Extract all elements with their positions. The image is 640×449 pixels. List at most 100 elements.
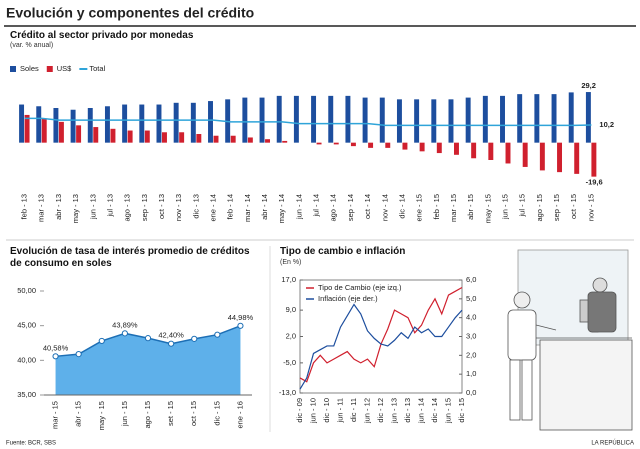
bar [534,94,540,143]
point [52,353,59,360]
legend-label: Total [89,64,105,73]
x-tick-label: oct - 14 [363,194,372,219]
x-tick-label: ene - 15 [415,194,424,222]
bar [505,142,511,164]
x-tick-label: set - 15 [166,401,175,426]
x-tick-label: dic - 13 [403,398,412,423]
y2-tick-label: 5,0 [466,294,476,303]
bar [402,142,408,150]
x-tick-label: may - 13 [71,194,80,223]
bar [190,102,196,143]
legend-label: Inflación (eje der.) [318,294,378,303]
bar [316,142,322,145]
legend-label: US$ [57,64,72,73]
bar [557,142,563,173]
bar [385,142,391,148]
bar [311,95,317,143]
bar [436,142,442,154]
bar [58,121,64,143]
x-tick-label: dic - 11 [349,398,358,422]
bar [87,108,93,143]
x-tick-label: jun - 13 [88,194,97,220]
bar [276,95,282,143]
y-tick-label: 50,00 [17,286,36,295]
x-tick-label: mar - 13 [37,194,46,222]
y-tick-label: 35,00 [17,390,36,399]
x-tick-label: dic - 15 [457,398,466,423]
data-label: -19,6 [586,178,603,187]
legend-label: Soles [20,64,39,73]
data-label: 10,2 [599,120,614,129]
bar [213,135,219,143]
bar [350,142,356,147]
x-tick-label: dic - 14 [397,194,406,219]
x-tick-label: ago - 15 [143,401,152,429]
bar [454,142,459,155]
x-tick-label: jul - 15 [518,194,527,218]
x-tick-label: dic - 13 [191,194,200,219]
bar [19,104,25,143]
x-tick-label: jun - 10 [308,398,317,424]
bar [539,142,545,171]
y2-tick-label: 1,0 [466,369,476,378]
bar [179,132,185,143]
x-tick-label: ene - 14 [209,194,218,222]
x-tick-label: jun - 15 [501,194,510,220]
x-tick-label: nov - 14 [380,194,389,221]
x-tick-label: abr - 15 [466,194,475,220]
data-label: 43,89% [112,320,138,329]
chart-subtitle: (var. % anual) [10,42,54,49]
bar [36,106,42,143]
point [98,337,105,345]
x-tick-label: jun - 14 [294,194,303,220]
y2-tick-label: 6,0 [466,275,476,284]
x-tick-label: jun - 15 [443,398,452,424]
bar [465,97,471,143]
bar [265,139,271,143]
x-tick-label: nov - 13 [174,194,183,221]
line [24,117,592,127]
x-tick-label: may - 14 [277,194,286,223]
bar [173,102,179,143]
bar [259,97,265,143]
legend-swatch [46,66,53,72]
x-tick-label: dic - 15 [212,401,221,426]
bar [379,97,385,143]
chart-subtitle: (En %) [280,259,302,266]
point [121,330,128,337]
data-label: 29,2 [581,81,596,90]
point [168,340,175,347]
bar [333,142,339,145]
bar [162,132,167,143]
y2-tick-label: 4,0 [466,313,476,322]
x-tick-label: mar - 15 [51,401,60,429]
x-tick-label: ene - 16 [235,401,244,429]
bar [110,128,116,143]
x-tick-label: jun - 11 [335,398,344,423]
x-tick-label: may - 15 [483,194,492,223]
y2-tick-label: 3,0 [466,331,476,340]
bar [419,142,425,152]
y-tick-label: 2,0 [286,331,296,340]
x-tick-label: feb - 15 [432,194,441,219]
bar [76,125,82,143]
x-tick-label: ago - 13 [123,194,132,222]
bar [522,142,528,167]
bar [196,134,202,143]
x-tick-label: oct - 15 [569,194,578,219]
bar [93,127,99,143]
bar [230,135,236,143]
x-tick-label: ago - 15 [535,194,544,222]
x-tick-label: dic - 12 [376,398,385,423]
data-label: 44,98% [228,313,254,322]
bar [139,104,145,143]
y-tick-label: 9,0 [286,305,296,314]
bar [104,106,110,143]
source: Fuente: BCR, SBS [6,441,56,447]
bar [368,142,374,148]
x-tick-label: nov - 15 [586,194,595,221]
y2-tick-label: 0,0 [466,388,476,397]
y2-tick-label: 2,0 [466,350,476,359]
